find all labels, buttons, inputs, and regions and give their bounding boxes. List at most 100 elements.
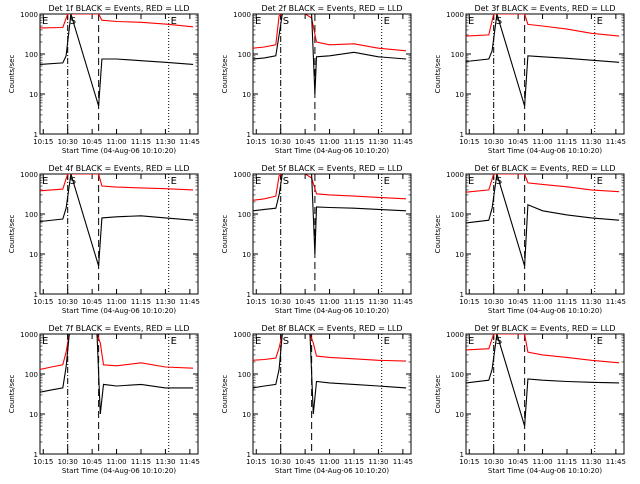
chart-title: Det 2f BLACK = Events, RED = LLD (261, 4, 402, 13)
event-marker-label: E (255, 16, 261, 27)
y-tick-label: 100 (451, 371, 464, 379)
x-tick-label: 11:45 (393, 458, 413, 466)
x-tick-label: 11:00 (532, 138, 552, 146)
chart-title: Det 5f BLACK = Events, RED = LLD (261, 164, 402, 173)
x-tick-label: 11:15 (557, 138, 577, 146)
y-tick-label: 10 (455, 411, 464, 419)
y-tick-label: 100 (25, 371, 38, 379)
event-marker-label: E (42, 16, 48, 27)
x-tick-label: 10:30 (58, 458, 78, 466)
series-line-lld-red (253, 334, 407, 362)
chart-title: Det 3f BLACK = Events, RED = LLD (474, 4, 615, 13)
chart-title: Det 4f BLACK = Events, RED = LLD (48, 164, 189, 173)
y-tick-label: 10 (29, 251, 38, 259)
x-axis-label: Start Time (04-Aug-06 10:10:20) (488, 307, 602, 315)
x-tick-label: 11:45 (393, 138, 413, 146)
y-tick-label: 10 (455, 251, 464, 259)
y-tick-label: 1 (460, 451, 464, 459)
chart-panel-6: Det 6f BLACK = Events, RED = LLD 1 10 100 10… (434, 164, 626, 315)
x-axis-label: Start Time (04-Aug-06 10:10:20) (275, 467, 389, 475)
chart-title: Det 7f BLACK = Events, RED = LLD (48, 324, 189, 333)
y-axis-label: Counts/sec (434, 55, 442, 94)
y-tick-label: 100 (238, 51, 251, 59)
x-tick-label: 10:45 (82, 138, 102, 146)
chart-title: Det 6f BLACK = Events, RED = LLD (474, 164, 615, 173)
event-marker-label: E (171, 336, 177, 347)
y-tick-label: 1 (34, 451, 38, 459)
y-axis-label: Counts/sec (221, 55, 229, 94)
x-tick-label: 11:00 (319, 138, 339, 146)
y-tick-label: 100 (451, 211, 464, 219)
x-tick-label: 10:15 (459, 298, 479, 306)
x-tick-label: 10:30 (271, 138, 291, 146)
x-axis-label: Start Time (04-Aug-06 10:10:20) (62, 307, 176, 315)
x-tick-label: 10:45 (508, 298, 528, 306)
series-line-events-black (253, 174, 407, 255)
series-line-events-black (253, 334, 407, 415)
x-tick-label: 10:45 (295, 458, 315, 466)
chart-panel-7: Det 7f BLACK = Events, RED = LLD 1 10 100 10… (8, 324, 200, 475)
event-marker-label: E (597, 176, 603, 187)
y-axis-label: Counts/sec (8, 55, 16, 94)
x-tick-label: 10:45 (295, 298, 315, 306)
series-line-events-black (40, 174, 194, 267)
series-line-lld-red (40, 334, 194, 370)
x-tick-label: 11:45 (180, 458, 200, 466)
series-line-lld-red (466, 14, 620, 37)
x-tick-label: 11:30 (581, 138, 601, 146)
event-marker-label: S (283, 176, 289, 187)
series-line-lld-red (253, 174, 407, 201)
x-axis-label: Start Time (04-Aug-06 10:10:20) (62, 147, 176, 155)
y-tick-label: 100 (451, 51, 464, 59)
plot-frame (39, 333, 199, 455)
x-tick-label: 10:30 (58, 298, 78, 306)
plot-frame (252, 333, 412, 455)
chart-panel-2: Det 2f BLACK = Events, RED = LLD 1 10 100 10… (221, 4, 413, 155)
x-tick-label: 11:15 (131, 138, 151, 146)
y-tick-label: 1000 (20, 171, 38, 179)
y-axis-label: Counts/sec (434, 375, 442, 414)
x-tick-label: 10:30 (484, 298, 504, 306)
y-tick-label: 1000 (446, 171, 464, 179)
x-axis-label: Start Time (04-Aug-06 10:10:20) (488, 467, 602, 475)
plot-frame (39, 173, 199, 295)
y-tick-label: 1 (247, 291, 251, 299)
x-axis-label: Start Time (04-Aug-06 10:10:20) (488, 147, 602, 155)
x-tick-label: 10:30 (271, 458, 291, 466)
event-marker-label: E (468, 176, 474, 187)
y-tick-label: 100 (25, 51, 38, 59)
y-tick-label: 1000 (446, 11, 464, 19)
y-axis-label: Counts/sec (8, 375, 16, 414)
y-tick-label: 1000 (233, 11, 251, 19)
x-tick-label: 10:15 (33, 298, 53, 306)
x-tick-label: 10:45 (508, 138, 528, 146)
y-tick-label: 10 (29, 91, 38, 99)
event-marker-label: E (597, 16, 603, 27)
x-tick-label: 10:45 (82, 458, 102, 466)
series-line-events-black (466, 174, 620, 267)
event-marker-label: E (468, 336, 474, 347)
y-tick-label: 100 (25, 211, 38, 219)
y-tick-label: 1000 (233, 171, 251, 179)
event-marker-label: E (255, 336, 261, 347)
y-tick-label: 1 (460, 291, 464, 299)
x-tick-label: 11:15 (131, 298, 151, 306)
y-axis-label: Counts/sec (8, 215, 16, 254)
x-tick-label: 10:45 (295, 138, 315, 146)
x-tick-label: 11:30 (155, 138, 175, 146)
event-marker-label: E (384, 336, 390, 347)
y-axis-label: Counts/sec (221, 215, 229, 254)
x-tick-label: 11:15 (344, 298, 364, 306)
x-tick-label: 11:45 (180, 138, 200, 146)
x-tick-label: 11:00 (319, 458, 339, 466)
series-line-lld-red (253, 14, 407, 52)
y-tick-label: 10 (242, 251, 251, 259)
plot-frame (39, 13, 199, 135)
x-tick-label: 11:00 (106, 138, 126, 146)
x-tick-label: 10:15 (246, 138, 266, 146)
event-marker-label: E (171, 16, 177, 27)
x-tick-label: 10:15 (246, 298, 266, 306)
series-line-events-black (466, 334, 620, 427)
y-tick-label: 1 (34, 291, 38, 299)
